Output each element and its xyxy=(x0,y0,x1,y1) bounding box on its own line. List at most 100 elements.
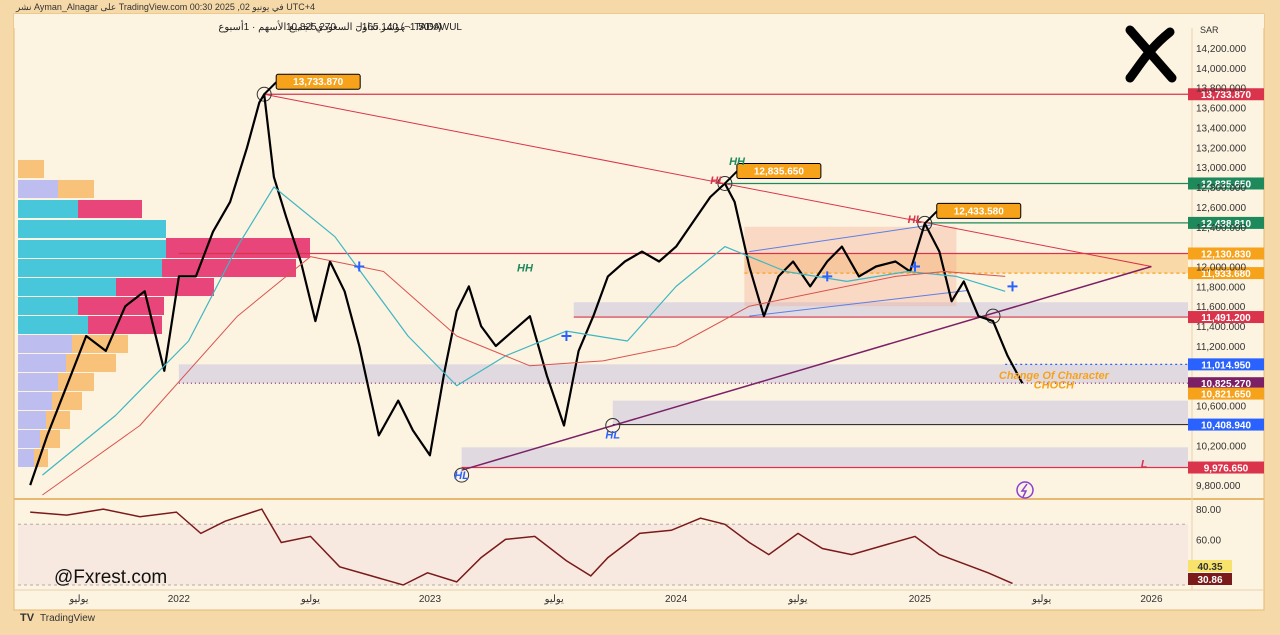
annotation-7: Change Of Character xyxy=(999,370,1110,382)
price-label-box-8 xyxy=(1188,387,1264,400)
time-tick-8: يوليو xyxy=(1031,594,1051,605)
axes-layer: 14,200.000 14,000.000 13,800.000 13,600.000… xyxy=(68,44,1246,605)
cross-marker-0 xyxy=(354,261,365,272)
callout-pointer-1 xyxy=(724,170,738,185)
annotation-2: HL xyxy=(908,214,923,226)
demand-zone-upper xyxy=(178,364,1188,384)
price-label-1: 12,835.650 xyxy=(1201,179,1251,190)
price-tick-13: 11,400.000 xyxy=(1196,322,1246,333)
price-labels-layer: 13,733.870 12,835.650 12,433.580 HH HL HL HH HL… xyxy=(263,73,1264,482)
price-tick-8: 12,600.000 xyxy=(1196,203,1246,214)
price-label-2: 12,438.810 xyxy=(1201,219,1251,230)
price-label-4: 11,933.680 xyxy=(1201,269,1251,280)
price-tick-14: 11,200.000 xyxy=(1196,342,1246,353)
annotation-5: HL xyxy=(454,470,469,482)
demand-zone-middle xyxy=(612,400,1188,425)
annotation-1: HL xyxy=(710,175,725,187)
annotation-8: CHOCH xyxy=(1034,380,1075,392)
callout-box-1 xyxy=(736,162,822,179)
demand-zone-lower xyxy=(461,447,1188,468)
price-tick-10: 12,000.000 xyxy=(1196,263,1246,274)
rsi-value-box-0 xyxy=(1188,560,1232,572)
price-label-box-2 xyxy=(1188,216,1264,229)
callout-box-2 xyxy=(936,202,1022,219)
annotation-3: HH xyxy=(517,262,534,274)
price-tick-16: 10,200.000 xyxy=(1196,441,1246,452)
callout-text-0: 13,733.870 xyxy=(293,77,343,88)
currency-label: SAR xyxy=(1200,25,1219,35)
header-price: 10,825.270 xyxy=(286,22,336,33)
price-label-5: 11,491.200 xyxy=(1201,313,1251,324)
time-tick-6: يوليو xyxy=(787,594,807,605)
price-tick-17: 9,800.000 xyxy=(1196,481,1241,492)
callout-text-2: 12,433.580 xyxy=(954,206,1004,217)
price-tick-5: 13,200.000 xyxy=(1196,143,1246,154)
price-label-box-1 xyxy=(1188,177,1264,190)
symbol-line: مؤشر تداول السعودي لجميع الأسهم · 1أسبوع… xyxy=(218,20,462,33)
price-label-3: 12,130.830 xyxy=(1201,250,1251,261)
publisher-line: نشر Ayman_Alnagar على TradingView.com في… xyxy=(15,2,315,13)
rsi-value-1: 30.86 xyxy=(1197,575,1222,586)
swing-circle-3 xyxy=(454,467,470,483)
cross-marker-4 xyxy=(1007,281,1018,292)
svg-text:TV: TV xyxy=(20,612,35,624)
rsi-pane: 40.35 30.86 xyxy=(18,508,1232,586)
swing-circle-1 xyxy=(717,175,733,191)
slow-ma-line xyxy=(42,256,1006,496)
supply-zone xyxy=(573,302,1188,318)
price-tick-9: 12,400.000 xyxy=(1196,223,1246,234)
cross-marker-1 xyxy=(561,331,572,342)
price-label-box-6 xyxy=(1188,358,1264,371)
descending-trendline xyxy=(264,93,1152,267)
price-tick-7: 12,800.000 xyxy=(1196,183,1246,194)
rsi-band xyxy=(18,524,1188,585)
price-label-box-9 xyxy=(1188,418,1264,431)
rsi-line xyxy=(30,508,1013,586)
price-series-layer xyxy=(29,93,1024,496)
price-label-box-5 xyxy=(1188,311,1264,324)
swing-circle-4 xyxy=(605,417,621,433)
header-change: −165.140 (−1.50%) xyxy=(356,22,442,33)
price-tick-11: 11,800.000 xyxy=(1196,282,1246,293)
tradingview-logo-icon: TV xyxy=(20,612,35,624)
time-tick-1: 2022 xyxy=(168,594,191,605)
callout-pointer-2 xyxy=(924,210,938,225)
time-tick-4: يوليو xyxy=(544,594,564,605)
price-tick-15: 10,600.000 xyxy=(1196,402,1246,413)
callout-pointer-0 xyxy=(263,81,277,95)
watermark-text: @Fxrest.com xyxy=(54,567,167,588)
swing-circle-2 xyxy=(917,215,933,231)
fast-ma-line xyxy=(42,186,1006,476)
price-label-9: 10,408.940 xyxy=(1201,421,1251,432)
header-strip xyxy=(14,14,1264,28)
price-label-box-4 xyxy=(1188,267,1264,280)
channel-zone xyxy=(744,226,957,307)
price-tick-12: 11,600.000 xyxy=(1196,302,1246,313)
time-tick-3: 2023 xyxy=(419,594,442,605)
price-tick-4: 13,400.000 xyxy=(1196,123,1246,134)
time-tick-7: 2025 xyxy=(909,594,932,605)
time-tick-5: 2024 xyxy=(665,594,688,605)
annotation-4: HL xyxy=(605,429,620,441)
price-label-box-3 xyxy=(1188,247,1264,260)
time-tick-2: يوليو xyxy=(300,594,320,605)
lightning-icon[interactable] xyxy=(1016,481,1034,499)
cross-marker-2 xyxy=(822,271,833,282)
annotation-6: L xyxy=(1141,459,1148,471)
price-label-6: 11,014.950 xyxy=(1201,360,1251,371)
footer-brand: TradingView xyxy=(40,613,96,624)
price-label-8: 10,821.650 xyxy=(1201,390,1251,401)
channel-lower-line xyxy=(749,289,969,317)
volume-profile xyxy=(18,160,310,467)
rsi-tick-0: 80.00 xyxy=(1196,505,1221,516)
rsi-tick-1: 60.00 xyxy=(1196,535,1221,546)
time-tick-0: يوليو xyxy=(68,594,88,605)
annotation-0: HH xyxy=(729,156,746,168)
price-label-box-0 xyxy=(1188,88,1264,101)
price-label-box-7 xyxy=(1188,377,1264,390)
price-label-7: 10,825.270 xyxy=(1201,379,1251,390)
price-tick-3: 13,600.000 xyxy=(1196,104,1246,115)
rsi-value-box-1 xyxy=(1188,573,1232,585)
price-tick-1: 14,000.000 xyxy=(1196,64,1246,75)
